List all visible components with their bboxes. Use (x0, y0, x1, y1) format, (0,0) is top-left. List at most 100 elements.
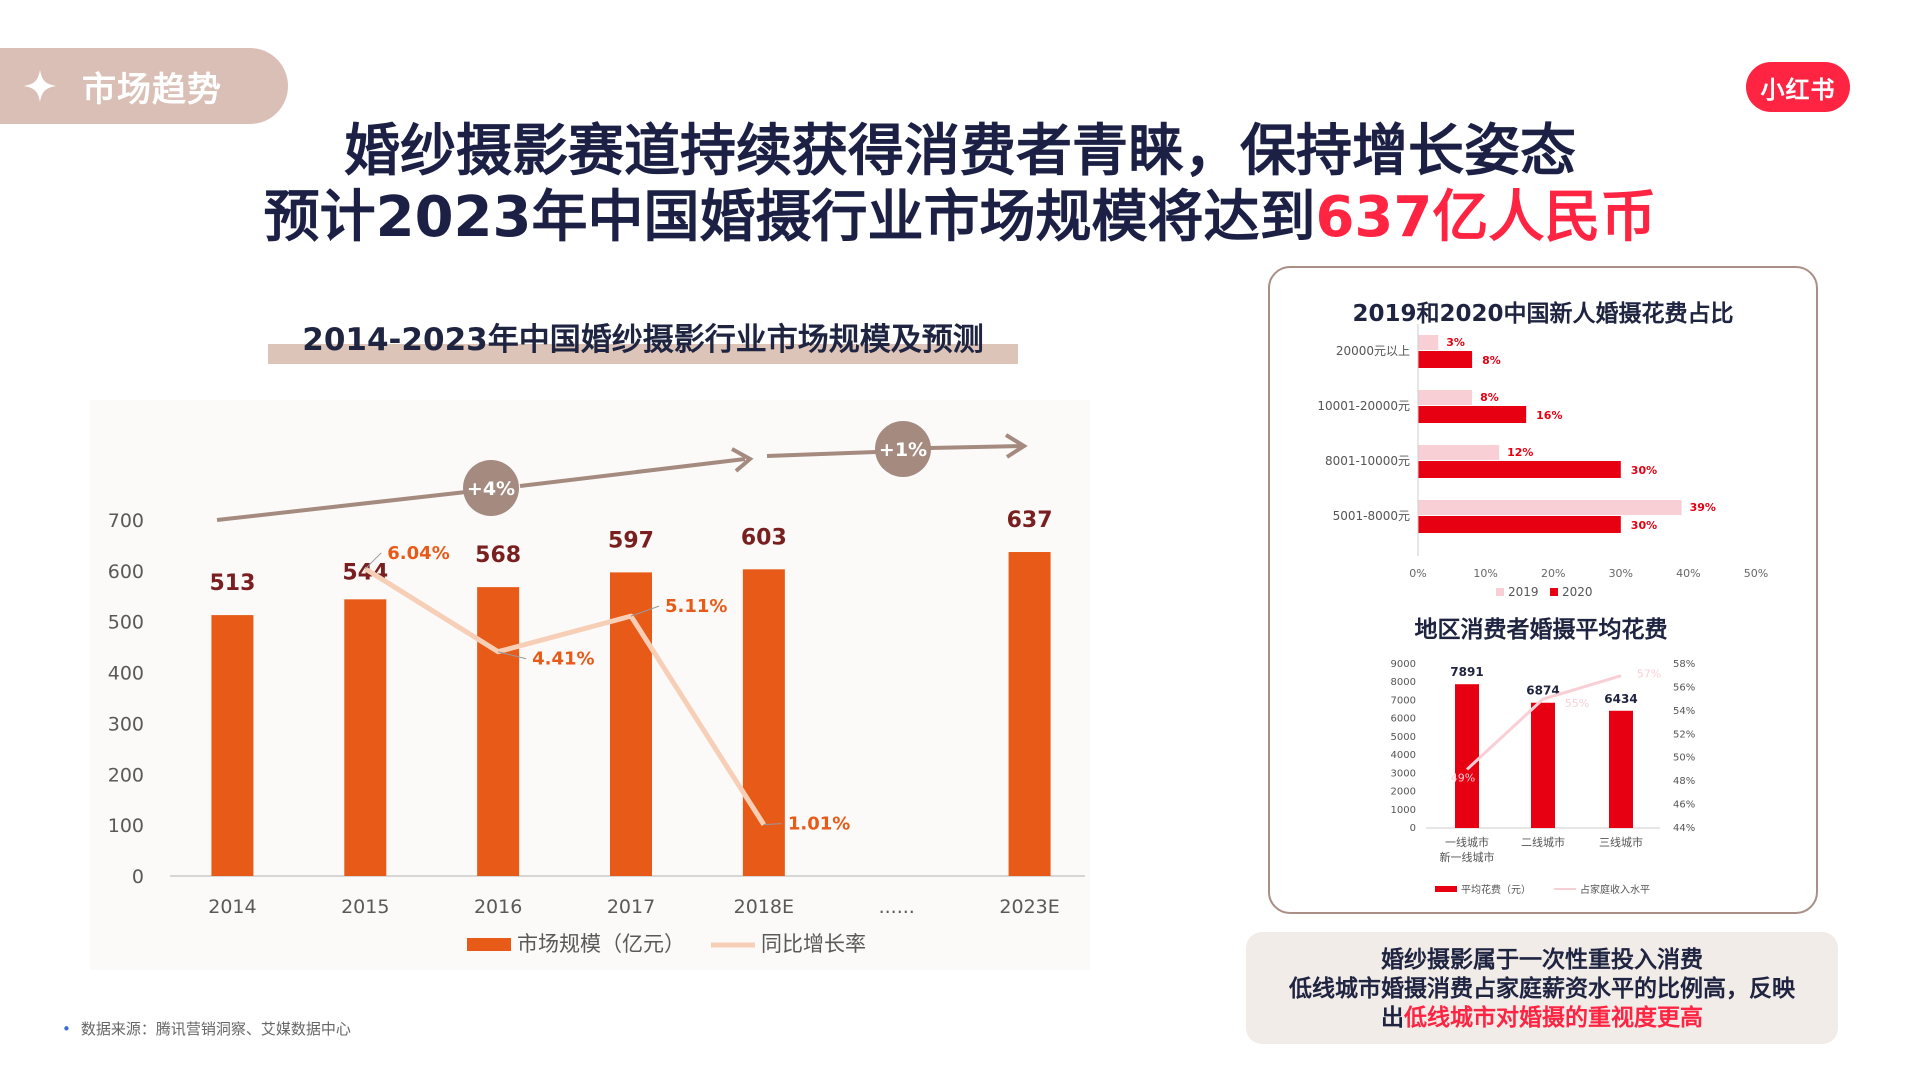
y2-tick-label: 54% (1673, 706, 1695, 717)
growth-leader-line (630, 605, 660, 617)
headline-line2: 预计2023年中国婚摄行业市场规模将达到637亿人民币 (0, 172, 1920, 253)
y2-tick-label: 58% (1673, 659, 1695, 670)
x-tick-label: 一线城市 (1445, 835, 1489, 849)
headline-line2-prefix: 预计2023年中国婚摄行业市场规模将达到 (263, 185, 1316, 250)
x-tick-label: 2023E (999, 896, 1059, 918)
source-note: • 数据来源：腾讯营销洞察、艾媒数据中心 (62, 1018, 351, 1039)
legend-label: 平均花费（元） (1461, 883, 1531, 896)
x-tick-label: 2018E (734, 896, 794, 918)
y-tick-label: 1000 (1391, 805, 1416, 816)
bar-2020 (1418, 516, 1621, 533)
summary-highlight: 低线城市对婚摄的重视度更高 (1404, 1005, 1703, 1031)
bar-2019 (1418, 335, 1439, 350)
chart-title: 地区消费者婚摄平均花费 (1415, 616, 1668, 643)
y-tick-label: 700 (108, 510, 144, 532)
y-tick-label: 4000 (1391, 750, 1416, 761)
x-tick-label: 2014 (208, 896, 256, 918)
growth-value-label: 6.04% (387, 543, 449, 564)
line-value-label: 49% (1451, 771, 1475, 784)
left-chart-title: 2014-2023年中国婚纱摄影行业市场规模及预测 (302, 322, 984, 358)
y2-tick-label: 44% (1673, 823, 1695, 834)
line-value-label: 55% (1565, 697, 1589, 710)
y2-tick-label: 46% (1673, 800, 1695, 811)
regional-spending-chart: 地区消费者婚摄平均花费 0 1000 2000 3000 4000 5000 6000 7000… (1391, 616, 1696, 896)
growth-value-label: 5.11% (665, 596, 727, 617)
bar (1531, 702, 1555, 828)
line-value-label: 57% (1637, 668, 1661, 681)
bullet-icon: • (62, 1020, 71, 1038)
trend-arrowhead (731, 447, 754, 473)
summary-line3: 出低线城市对婚摄的重视度更高 (1246, 1004, 1838, 1033)
y-tick-label: 0 (132, 866, 144, 888)
bar-2019 (1418, 500, 1682, 515)
growth-value-label: 1.01% (788, 814, 850, 835)
bar-value-label: 12% (1507, 446, 1533, 459)
legend-swatch-bar (1435, 886, 1457, 892)
growth-line (363, 566, 766, 826)
bar (477, 587, 520, 876)
x-tick-label: 20% (1541, 567, 1565, 580)
chart-background (90, 400, 1090, 970)
summary-line3-prefix: 出 (1381, 1005, 1404, 1031)
bar-value-label: 3% (1446, 336, 1465, 349)
brand-logo: 小红书 (1746, 62, 1850, 112)
bar (1609, 710, 1633, 828)
y-tick-label: 500 (108, 612, 144, 634)
growth-leader-line (364, 552, 382, 570)
bar (1455, 684, 1479, 828)
bar-value-label: 30% (1631, 464, 1657, 477)
bar-value-label: 16% (1536, 409, 1562, 422)
bar-2020 (1418, 461, 1621, 478)
bar (742, 569, 785, 876)
bar-value-label: 6874 (1526, 684, 1559, 698)
y-tick-label: 5000 (1391, 732, 1416, 743)
bar (344, 599, 387, 876)
legend-swatch-2020 (1550, 588, 1558, 596)
y-tick-label: 2000 (1391, 787, 1416, 798)
section-tag: 市场趋势 (0, 48, 288, 124)
x-tick-label: 0% (1409, 567, 1426, 580)
trend-arrowhead (1004, 433, 1028, 459)
bar-value-label: 8% (1482, 354, 1501, 367)
right-panel: 2019和2020中国新人婚摄花费占比 20000元以上 3% 8% 10001-200… (1268, 266, 1818, 914)
title-underline (268, 344, 1018, 364)
y-tick-label: 9000 (1391, 659, 1416, 670)
bar-value-label: 597 (608, 528, 654, 553)
y-tick-label: 6000 (1391, 714, 1416, 725)
category-label: 5001-8000元 (1333, 509, 1410, 523)
y-tick-label: 600 (108, 561, 144, 583)
x-tick-label: 2016 (474, 896, 522, 918)
trend-arrow-line (929, 444, 1021, 450)
growth-leader-line (498, 651, 527, 660)
x-tick-label: 40% (1676, 567, 1700, 580)
x-tick-label: 新一线城市 (1440, 850, 1495, 864)
x-tick-label: 10% (1473, 567, 1497, 580)
bar-value-label: 8% (1480, 391, 1499, 404)
category-label: 10001-20000元 (1317, 399, 1410, 413)
bar-value-label: 30% (1631, 519, 1657, 532)
legend-label: 市场规模（亿元） (517, 932, 685, 956)
source-text: 数据来源：腾讯营销洞察、艾媒数据中心 (80, 1020, 351, 1038)
legend-label: 2020 (1562, 585, 1593, 599)
y-tick-label: 3000 (1391, 768, 1416, 779)
legend-swatch-bar (467, 938, 511, 951)
legend-label: 同比增长率 (761, 932, 866, 956)
category-label: 8001-10000元 (1325, 454, 1410, 468)
bar-2019 (1418, 390, 1473, 405)
headline-line1: 婚纱摄影赛道持续获得消费者青睐，保持增长姿态 (344, 119, 1576, 184)
trend-arrow-line (519, 457, 746, 488)
income-share-line (1465, 674, 1622, 771)
trend-badge-label: +1% (879, 439, 927, 461)
x-tick-label: 2017 (607, 896, 655, 918)
growth-value-label: 4.41% (532, 649, 594, 670)
bar-value-label: 513 (209, 571, 255, 596)
chart-title: 2019和2020中国新人婚摄花费占比 (1352, 300, 1733, 327)
x-tick-label: ...... (879, 896, 915, 918)
x-tick-label: 三线城市 (1599, 835, 1643, 849)
trend-badge (463, 460, 519, 516)
summary-line1: 婚纱摄影属于一次性重投入消费 (1381, 947, 1703, 973)
trend-arrow-line (766, 450, 877, 458)
x-tick-label: 50% (1744, 567, 1768, 580)
trend-badge (875, 421, 931, 477)
legend-swatch-2019 (1496, 588, 1504, 596)
